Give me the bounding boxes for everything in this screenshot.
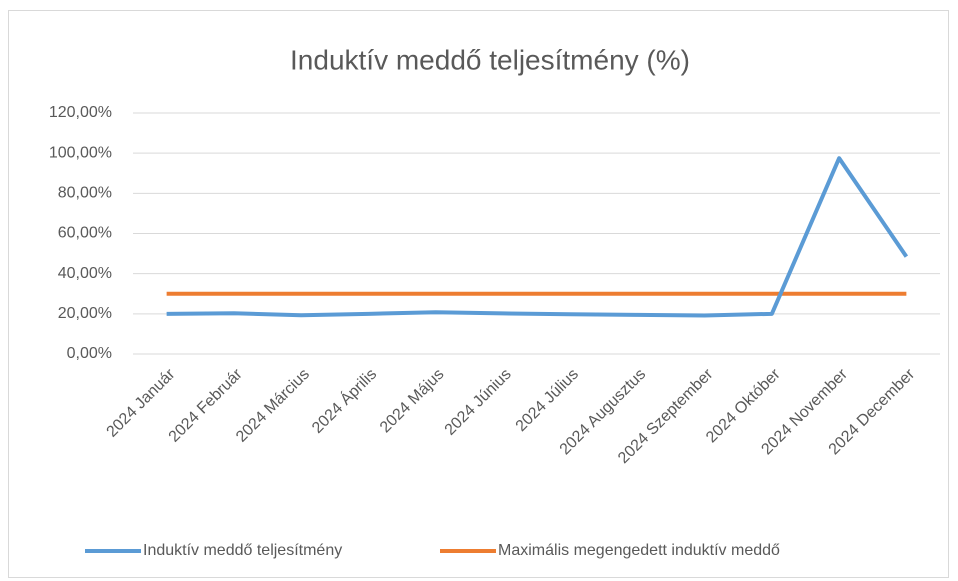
y-tick-label: 0,00% (67, 345, 112, 362)
legend-label: Maximális megengedett induktív meddő (498, 542, 780, 559)
y-tick-label: 20,00% (58, 305, 112, 322)
y-tick-label: 100,00% (49, 144, 112, 161)
y-tick-label: 60,00% (58, 225, 112, 242)
y-tick-label: 80,00% (58, 185, 112, 202)
y-tick-label: 40,00% (58, 265, 112, 282)
data-line (166, 156, 909, 318)
legend-label: Induktív meddő teljesítmény (143, 542, 342, 559)
y-tick-label: 120,00% (49, 104, 112, 121)
chart-title: Induktív meddő teljesítmény (%) (290, 44, 690, 75)
